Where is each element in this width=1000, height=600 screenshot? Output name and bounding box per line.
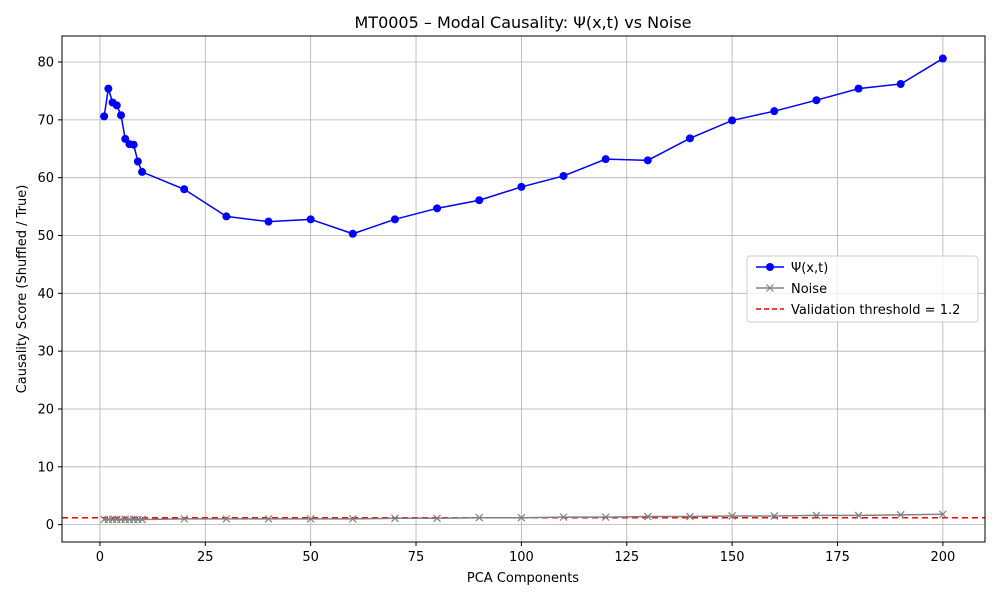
- x-axis-label: PCA Components: [467, 571, 579, 586]
- noise-data-point: [812, 511, 821, 520]
- psi-data-point: [559, 171, 568, 180]
- noise-data-point: [896, 510, 905, 519]
- y-tick-label: 40: [37, 287, 54, 302]
- noise-data-point: [517, 513, 526, 522]
- noise-data-point: [601, 513, 610, 522]
- legend-threshold-label: Validation threshold = 1.2: [791, 303, 960, 318]
- y-tick-label: 30: [37, 345, 54, 360]
- noise-data-point: [728, 512, 737, 520]
- legend-noise-label: Noise: [791, 282, 827, 297]
- noise-data-point: [222, 514, 231, 523]
- y-tick-label: 70: [37, 113, 54, 128]
- psi-data-point: [100, 112, 109, 121]
- psi-data-point: [475, 196, 484, 205]
- psi-data-point: [685, 134, 694, 143]
- x-tick-label: 150: [720, 550, 745, 565]
- x-tick-label: 50: [302, 550, 319, 565]
- noise-data-point: [180, 514, 189, 523]
- psi-data-point: [770, 107, 779, 116]
- ticks: 0 25 50 75 100 125 150 175 200 0 10 20 30 40 50 60 70 80: [37, 56, 955, 565]
- psi-data-point: [517, 182, 526, 191]
- noise-data-point: [854, 511, 863, 520]
- psi-data-point: [180, 185, 189, 194]
- psi-data-point: [138, 167, 147, 176]
- psi-data-point: [133, 157, 142, 166]
- noise-data-point: [264, 514, 273, 523]
- psi-data-point: [390, 215, 399, 224]
- psi-data-point: [896, 79, 905, 88]
- psi-data-point: [433, 204, 442, 213]
- psi-data-point: [104, 84, 113, 93]
- noise-data-point: [938, 510, 947, 519]
- psi-data-point: [643, 156, 652, 165]
- y-tick-label: 50: [37, 229, 54, 244]
- legend-noise-marker: [766, 284, 774, 292]
- noise-data-point: [391, 514, 399, 523]
- noise-data-point: [433, 514, 442, 523]
- legend: Ψ(x,t) Noise Validation threshold = 1.2: [746, 255, 979, 323]
- y-tick-label: 20: [37, 402, 54, 417]
- x-tick-label: 0: [96, 550, 104, 565]
- psi-data-point: [112, 101, 121, 110]
- noise-data-point: [138, 515, 147, 524]
- series-layer: [100, 54, 947, 524]
- y-tick-label: 0: [46, 518, 54, 533]
- grid: [62, 36, 985, 542]
- y-tick-label: 80: [37, 56, 54, 71]
- psi-data-point: [222, 212, 231, 221]
- noise-data-point: [306, 514, 315, 523]
- psi-data-point: [129, 140, 138, 149]
- psi-data-point: [348, 229, 357, 238]
- psi-data-point: [938, 54, 947, 63]
- legend-psi-label: Ψ(x,t): [791, 261, 828, 276]
- y-tick-label: 60: [37, 171, 54, 186]
- x-tick-label: 25: [197, 550, 214, 565]
- chart-title: MT0005 – Modal Causality: Ψ(x,t) vs Nois…: [354, 13, 691, 32]
- x-tick-label: 125: [614, 550, 639, 565]
- noise-data-point: [348, 514, 357, 523]
- noise-data-point: [770, 512, 779, 520]
- plot-frame: [61, 35, 986, 543]
- noise-data-point: [643, 512, 652, 521]
- x-tick-label: 200: [930, 550, 955, 565]
- y-axis-label: Causality Score (Shuffled / True): [15, 185, 30, 394]
- x-tick-label: 100: [509, 550, 534, 565]
- x-tick-label: 175: [825, 550, 850, 565]
- noise-data-point: [475, 513, 484, 522]
- x-tick-label: 75: [408, 550, 425, 565]
- y-tick-label: 10: [37, 460, 54, 475]
- psi-data-point: [264, 217, 273, 226]
- noise-data-point: [559, 513, 568, 522]
- legend-psi-marker: [766, 263, 774, 271]
- psi-data-point: [812, 96, 821, 105]
- psi-data-point: [117, 111, 126, 120]
- psi-data-point: [306, 215, 315, 224]
- psi-data-point: [854, 84, 863, 93]
- noise-data-point: [686, 512, 694, 521]
- psi-data-point: [601, 155, 610, 164]
- psi-data-point: [728, 116, 737, 125]
- legend-box: [746, 255, 979, 323]
